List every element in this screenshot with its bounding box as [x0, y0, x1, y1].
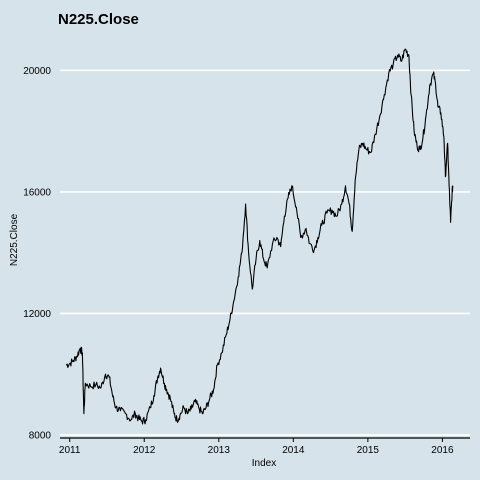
x-tick-label: 2013: [208, 445, 231, 456]
x-tick-label: 2012: [133, 445, 156, 456]
series-line-0: [65, 48, 454, 425]
y-tick-label: 8000: [29, 430, 52, 441]
y-tick-label: 12000: [23, 309, 51, 320]
x-tick-label: 2016: [431, 445, 454, 456]
y-axis-ticks: 8000 12000 16000 20000: [23, 66, 51, 442]
y-axis-label: N225.Close: [9, 213, 20, 266]
y-tick-label: 16000: [23, 187, 51, 198]
x-axis: 2011 2012 2013 2014 2015 2016: [59, 437, 470, 456]
chart-title: N225.Close: [58, 11, 139, 28]
x-tick-label: 2015: [357, 445, 380, 456]
y-tick-label: 20000: [23, 66, 51, 77]
x-tick-label: 2014: [282, 445, 305, 456]
x-tick-label: 2011: [59, 445, 81, 456]
series-group: [65, 48, 454, 425]
gridlines: [60, 69, 470, 436]
x-axis-label: Index: [252, 458, 276, 469]
